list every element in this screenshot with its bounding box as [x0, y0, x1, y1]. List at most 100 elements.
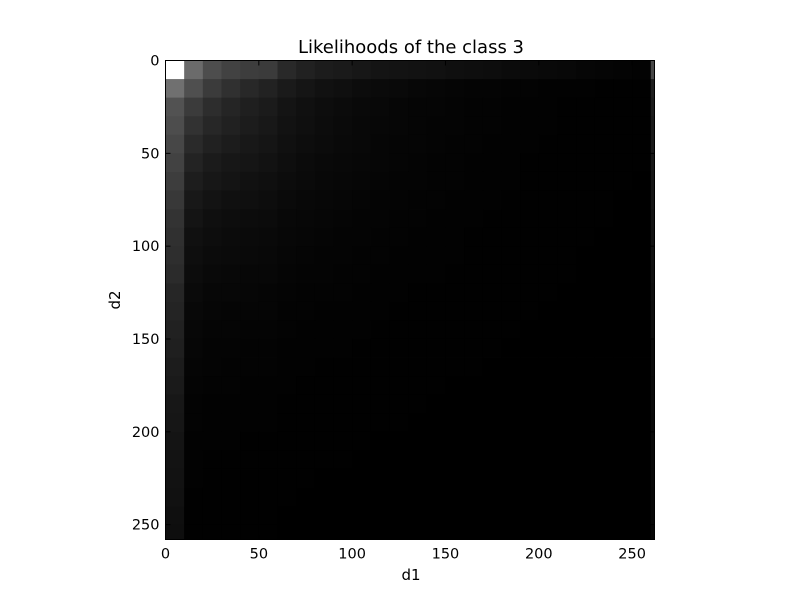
heatmap-cell	[445, 487, 465, 507]
x-axis: 0 50 100 150 200 250	[161, 60, 646, 563]
heatmap-cell	[445, 134, 465, 154]
heatmap-cell	[370, 60, 390, 80]
heatmap-cell	[464, 524, 484, 540]
heatmap-cell	[389, 487, 409, 507]
heatmap-cell	[557, 190, 577, 210]
heatmap-cell	[538, 134, 558, 154]
heatmap-cell	[258, 60, 278, 80]
heatmap-cell	[333, 376, 353, 396]
heatmap-cell	[632, 376, 652, 396]
heatmap-cell	[408, 338, 428, 358]
heatmap-cell	[389, 431, 409, 451]
heatmap-cell	[352, 97, 372, 117]
heatmap-cell	[408, 376, 428, 396]
heatmap-cell	[221, 190, 241, 210]
heatmap-cell	[165, 283, 185, 303]
heatmap-cell	[296, 487, 316, 507]
heatmap-cell	[538, 338, 558, 358]
heatmap-cell	[482, 190, 502, 210]
heatmap-cell	[408, 450, 428, 470]
heatmap-cell	[464, 190, 484, 210]
heatmap-cell	[557, 450, 577, 470]
heatmap-cell	[464, 153, 484, 173]
heatmap-cell	[184, 190, 204, 210]
heatmap-cell	[576, 79, 596, 99]
heatmap-cell	[258, 116, 278, 136]
heatmap-cell	[650, 394, 655, 414]
heatmap-cell	[594, 487, 614, 507]
heatmap-cell	[221, 153, 241, 173]
heatmap-cell	[426, 153, 446, 173]
heatmap-cell	[464, 320, 484, 340]
heatmap-cell	[240, 357, 260, 377]
heatmap-cell	[557, 246, 577, 266]
heatmap-cell	[557, 338, 577, 358]
heatmap-cell	[277, 320, 297, 340]
heatmap-cell	[576, 413, 596, 433]
heatmap-cell	[221, 227, 241, 247]
heatmap-cell	[389, 116, 409, 136]
heatmap-cell	[314, 209, 334, 228]
heatmap-cell	[408, 413, 428, 433]
heatmap-cell	[258, 524, 278, 540]
heatmap-cell	[632, 320, 652, 340]
heatmap-cell	[650, 468, 655, 488]
heatmap-cell	[464, 97, 484, 117]
heatmap-cell	[576, 209, 596, 228]
y-axis-label: d2	[106, 290, 124, 309]
heatmap-cell	[165, 413, 185, 433]
heatmap-cell	[221, 79, 241, 99]
heatmap-cell	[576, 171, 596, 191]
heatmap-cell	[296, 97, 316, 117]
heatmap-cell	[501, 116, 521, 136]
heatmap-cell	[352, 190, 372, 210]
heatmap-cell	[650, 431, 655, 451]
heatmap-cell	[632, 79, 652, 99]
heatmap-cell	[221, 450, 241, 470]
heatmap-cell	[557, 79, 577, 99]
heatmap-cell	[184, 431, 204, 451]
heatmap-cell	[258, 153, 278, 173]
heatmap-cell	[184, 468, 204, 488]
heatmap-cell	[426, 60, 446, 80]
heatmap-cell	[258, 487, 278, 507]
heatmap-cell	[370, 301, 390, 321]
heatmap-cell	[557, 264, 577, 284]
heatmap-cell	[632, 246, 652, 266]
heatmap-cell	[240, 394, 260, 414]
heatmap-cell	[314, 60, 334, 80]
heatmap-cell	[501, 376, 521, 396]
heatmap-cell	[594, 134, 614, 154]
heatmap-cell	[333, 431, 353, 451]
heatmap-cell	[445, 97, 465, 117]
y-tick-label: 0	[150, 54, 159, 70]
heatmap-cell	[389, 506, 409, 526]
heatmap-cell	[352, 468, 372, 488]
heatmap-cell	[240, 97, 260, 117]
heatmap-cell	[202, 134, 222, 154]
heatmap-cell	[165, 376, 185, 396]
heatmap-cell	[482, 376, 502, 396]
heatmap-cell	[352, 506, 372, 526]
heatmap-cell	[613, 153, 633, 173]
heatmap-cell	[333, 227, 353, 247]
heatmap-cell	[352, 413, 372, 433]
heatmap-cell	[240, 190, 260, 210]
heatmap-cell	[389, 468, 409, 488]
heatmap-cell	[258, 320, 278, 340]
heatmap-cell	[464, 338, 484, 358]
heatmap-cell	[632, 394, 652, 414]
heatmap-cell	[613, 227, 633, 247]
heatmap-cell	[650, 264, 655, 284]
heatmap-cell	[520, 431, 540, 451]
heatmap-cell	[296, 246, 316, 266]
heatmap-cell	[370, 116, 390, 136]
heatmap-cell	[277, 487, 297, 507]
heatmap-cell	[277, 60, 297, 80]
heatmap-cell	[408, 153, 428, 173]
heatmap-cell	[296, 450, 316, 470]
heatmap-cell	[464, 171, 484, 191]
heatmap-cell	[464, 506, 484, 526]
heatmap-cell	[408, 246, 428, 266]
heatmap-cell	[221, 134, 241, 154]
